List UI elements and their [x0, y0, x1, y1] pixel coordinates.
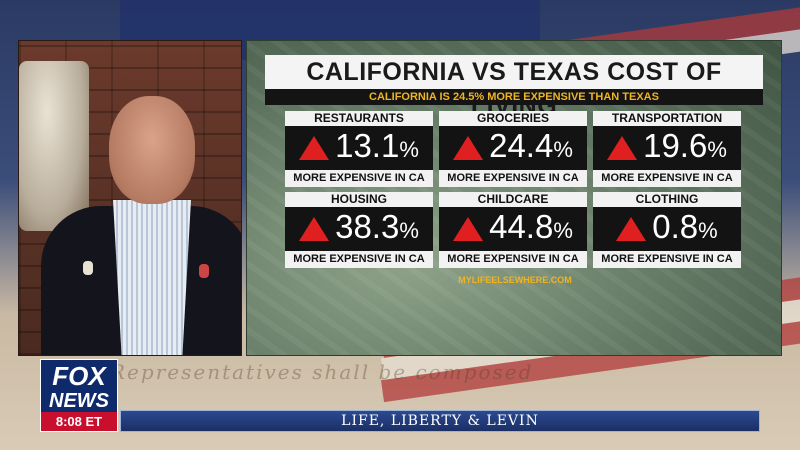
up-triangle-icon	[616, 217, 647, 241]
percent-value: 44.8%	[489, 208, 573, 245]
up-triangle-icon	[299, 217, 330, 241]
logo-news-text: NEWS	[49, 390, 109, 412]
category-label: RESTAURANTS	[285, 111, 433, 126]
lapel-pin	[83, 261, 93, 275]
logo-fox-text: FOX	[52, 361, 106, 391]
host-video-feed	[18, 40, 242, 356]
percent-value: 0.8%	[652, 208, 718, 245]
broadcast-time: 8:08 ET	[41, 412, 117, 431]
fox-news-logo: FOX NEWS 8:08 ET	[40, 359, 118, 432]
category-footer: MORE EXPENSIVE IN CA	[593, 170, 741, 187]
shirt	[113, 200, 191, 355]
percent-value: 24.4%	[489, 127, 573, 164]
category-tile: RESTAURANTS 13.1% MORE EXPENSIVE IN CA	[285, 111, 433, 187]
category-tile: HOUSING 38.3% MORE EXPENSIVE IN CA	[285, 192, 433, 268]
category-footer: MORE EXPENSIVE IN CA	[285, 170, 433, 187]
source-credit: MYLIFEELSEWHERE.COM	[458, 275, 572, 285]
category-label: TRANSPORTATION	[593, 111, 741, 126]
category-tile: GROCERIES 24.4% MORE EXPENSIVE IN CA	[439, 111, 587, 187]
percent-value: 38.3%	[335, 208, 419, 245]
category-footer: MORE EXPENSIVE IN CA	[439, 251, 587, 268]
category-footer: MORE EXPENSIVE IN CA	[593, 251, 741, 268]
flag-pin	[199, 264, 209, 278]
host-figure	[41, 96, 241, 355]
lamp	[19, 61, 89, 231]
up-triangle-icon	[299, 136, 330, 160]
constitution-script: Representatives shall be composed	[110, 360, 534, 384]
percent-value: 13.1%	[335, 127, 419, 164]
up-triangle-icon	[453, 217, 484, 241]
category-footer: MORE EXPENSIVE IN CA	[285, 251, 433, 268]
up-triangle-icon	[453, 136, 484, 160]
cost-of-living-graphic: CALIFORNIA VS TEXAS COST OF LIVING CALIF…	[246, 40, 782, 356]
category-tile: CHILDCARE 44.8% MORE EXPENSIVE IN CA	[439, 192, 587, 268]
up-triangle-icon	[607, 136, 638, 160]
percent-value: 19.6%	[643, 127, 727, 164]
category-label: GROCERIES	[439, 111, 587, 126]
category-label: HOUSING	[285, 192, 433, 207]
category-tile: TRANSPORTATION 19.6% MORE EXPENSIVE IN C…	[593, 111, 741, 187]
category-label: CLOTHING	[593, 192, 741, 207]
host-head	[109, 96, 195, 204]
show-name-banner: LIFE, LIBERTY & LEVIN	[120, 410, 760, 432]
graphic-title: CALIFORNIA VS TEXAS COST OF LIVING	[265, 55, 763, 120]
category-label: CHILDCARE	[439, 192, 587, 207]
category-footer: MORE EXPENSIVE IN CA	[439, 170, 587, 187]
category-tile: CLOTHING 0.8% MORE EXPENSIVE IN CA	[593, 192, 741, 268]
graphic-subtitle: CALIFORNIA IS 24.5% MORE EXPENSIVE THAN …	[265, 89, 763, 105]
